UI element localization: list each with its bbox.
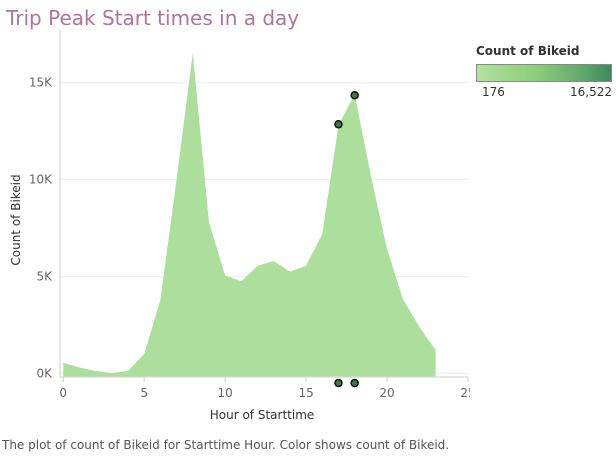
highlight-marker-2[interactable] bbox=[334, 378, 343, 388]
x-tick-label-2: 10 bbox=[218, 386, 233, 400]
x-axis-label: Hour of Starttime bbox=[210, 408, 315, 422]
x-tick-label-1: 5 bbox=[140, 386, 148, 400]
x-tick-label-3: 15 bbox=[298, 386, 313, 400]
axis-lines bbox=[59, 30, 468, 378]
y-axis-label: Count of Bikeid bbox=[9, 174, 23, 265]
color-legend: Count of Bikeid 176 16,522 bbox=[476, 44, 612, 101]
area-series bbox=[63, 53, 436, 377]
legend-gradient-bar bbox=[476, 64, 612, 82]
y-tick-label-0: 0K bbox=[36, 366, 53, 380]
highlight-marker-0[interactable] bbox=[334, 120, 343, 129]
legend-min-label: 176 bbox=[482, 85, 505, 99]
y-tick-label-1: 5K bbox=[36, 269, 53, 283]
highlight-marker-1[interactable] bbox=[350, 90, 359, 100]
x-tick-label-0: 0 bbox=[59, 386, 67, 400]
y-tick-label-3: 15K bbox=[29, 76, 53, 90]
x-tick-label-5: 25 bbox=[460, 386, 470, 400]
y-tick-label-2: 10K bbox=[29, 173, 53, 187]
legend-max-label: 16,522 bbox=[570, 85, 612, 99]
chart-caption: The plot of count of Bikeid for Starttim… bbox=[2, 438, 450, 452]
chart-title: Trip Peak Start times in a day bbox=[6, 6, 300, 30]
highlighted-markers bbox=[334, 90, 359, 388]
legend-title: Count of Bikeid bbox=[476, 44, 580, 58]
y-axis-ticks: 0K 5K 10K 15K bbox=[29, 76, 53, 381]
x-tick-label-4: 20 bbox=[379, 386, 394, 400]
x-axis-ticks: 0 5 10 15 20 25 bbox=[59, 377, 470, 400]
highlight-marker-3[interactable] bbox=[350, 378, 359, 388]
